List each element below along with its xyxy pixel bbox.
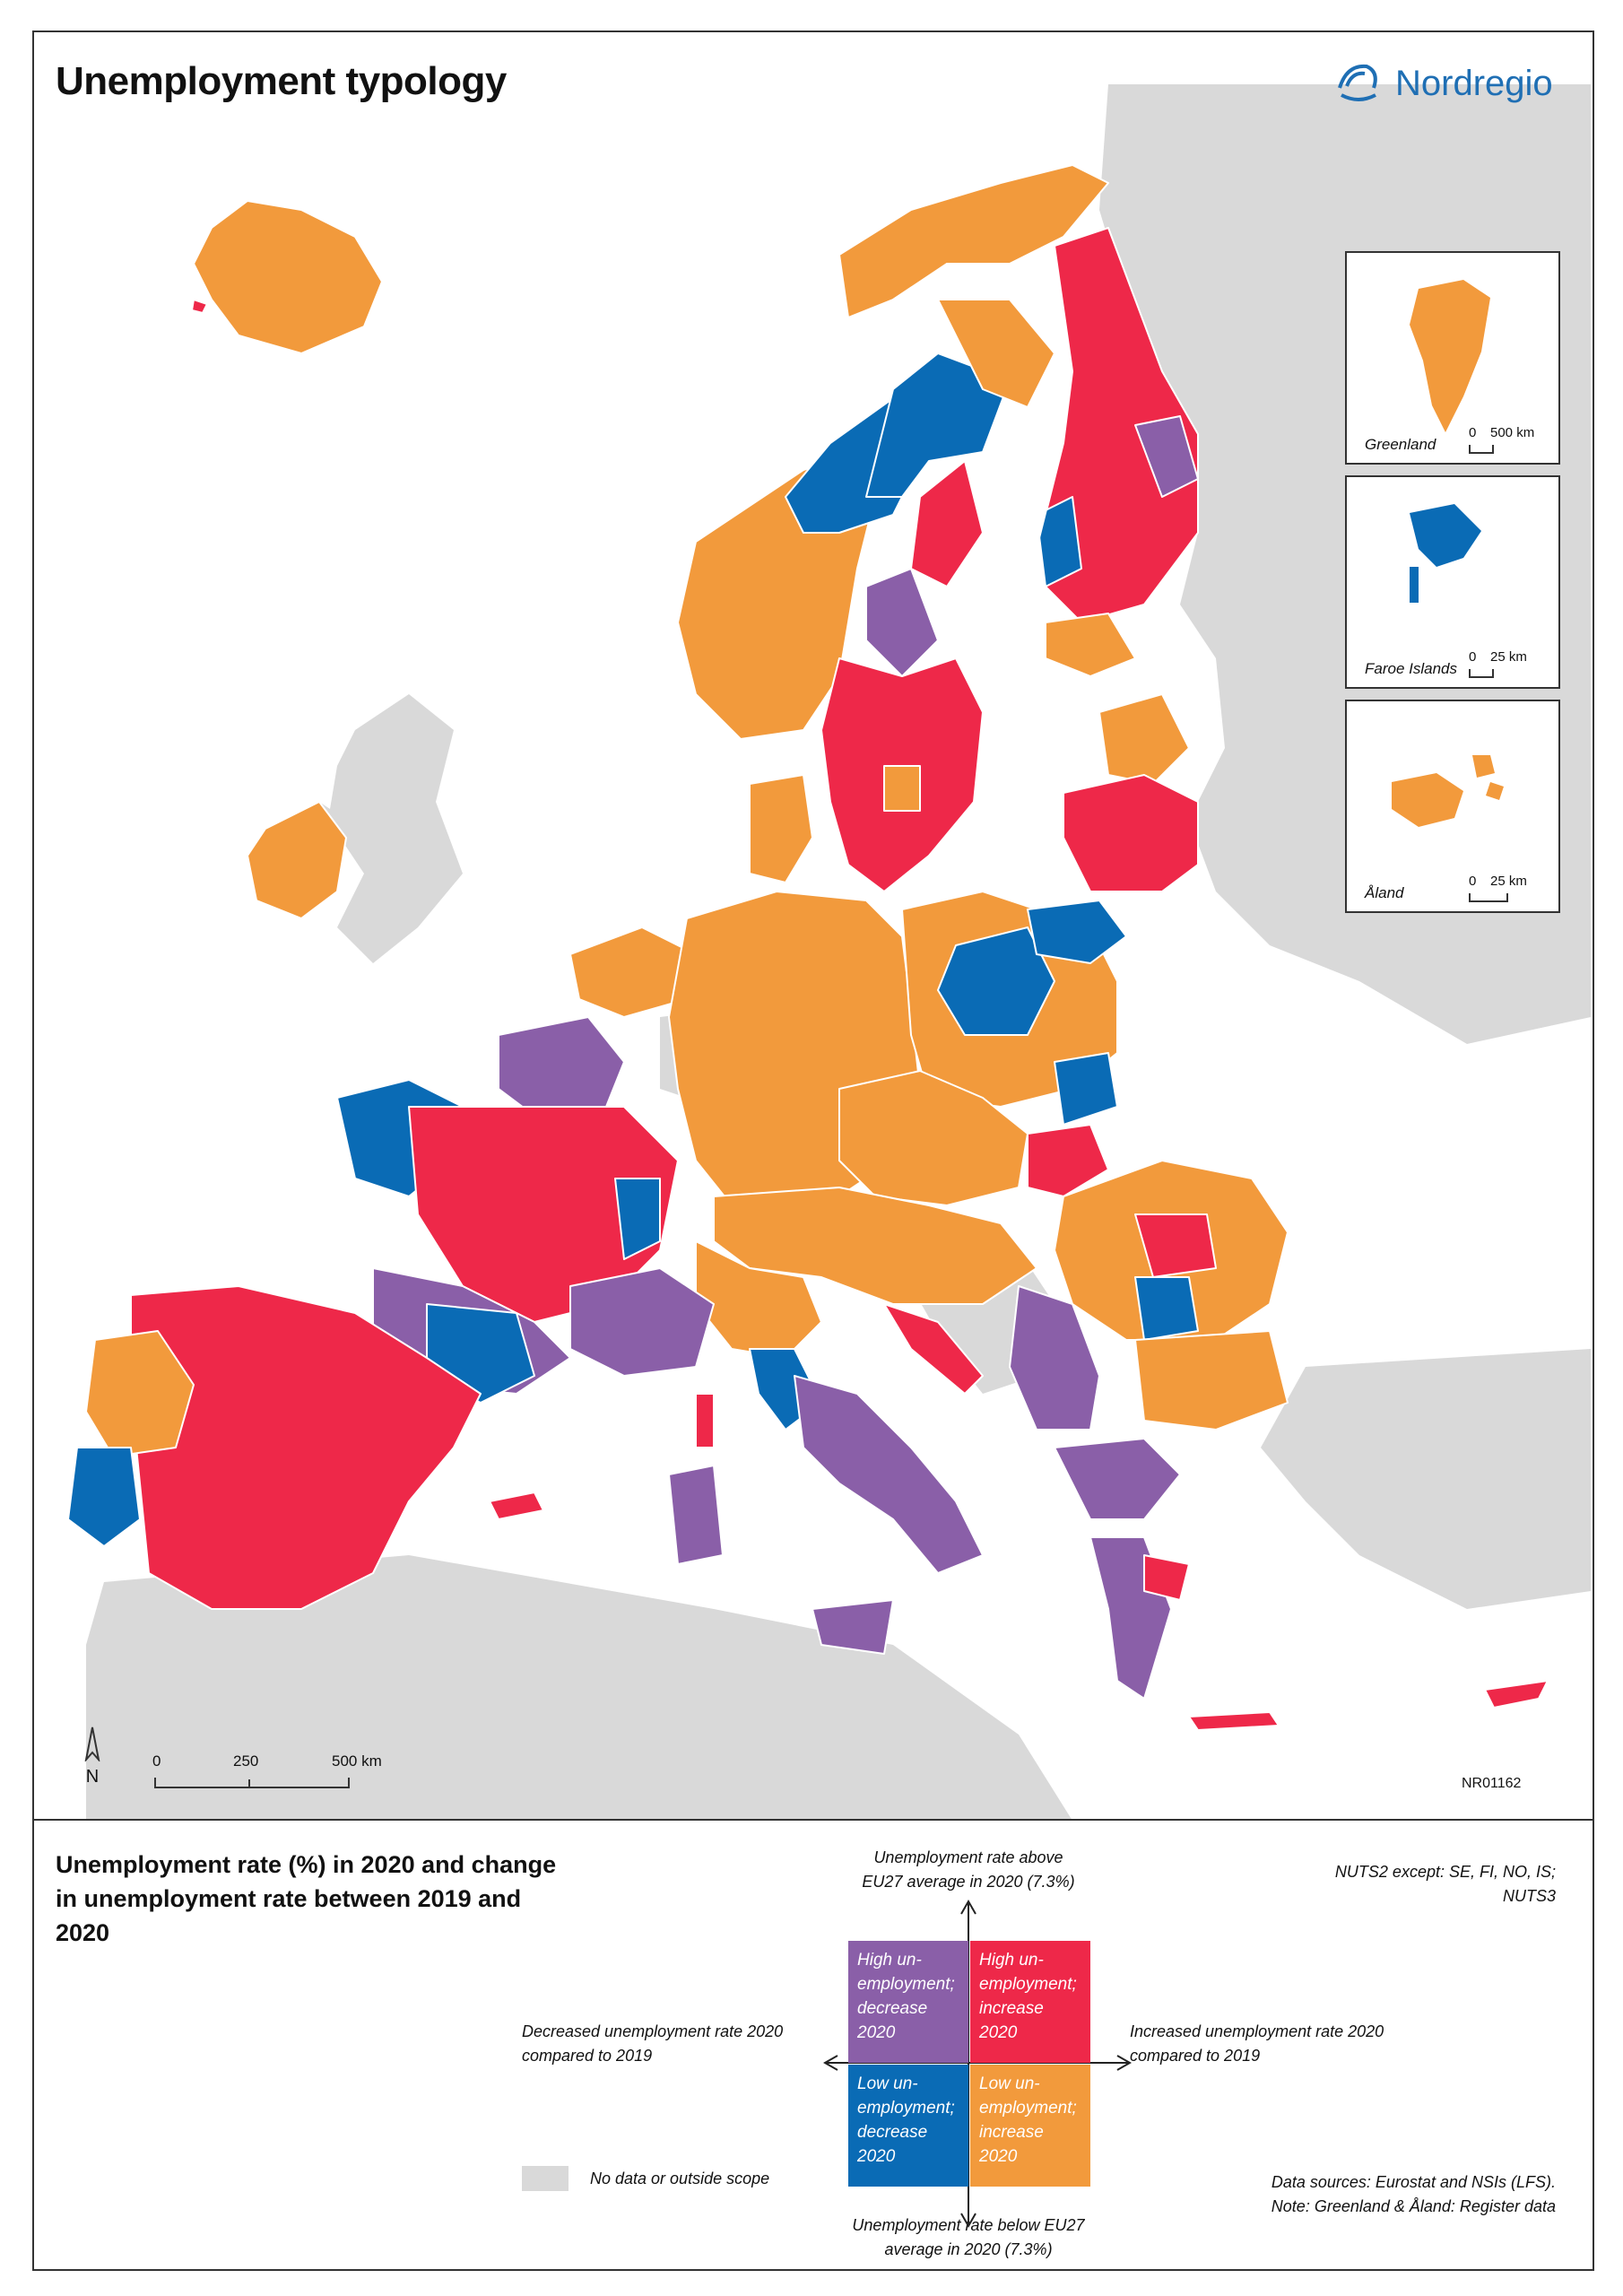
region-cyprus bbox=[1484, 1680, 1549, 1709]
region-portugal-blue bbox=[67, 1447, 141, 1547]
region-greece-north bbox=[1054, 1438, 1181, 1520]
inset-scale-aland: 0 25 km bbox=[1469, 874, 1535, 902]
region-france-east-blue bbox=[614, 1178, 661, 1260]
inset-label-faroe: Faroe Islands bbox=[1365, 660, 1457, 677]
greenland-shape bbox=[1410, 280, 1490, 432]
region-romania-red bbox=[1134, 1213, 1217, 1278]
inset-scale-zero: 0 bbox=[1469, 649, 1477, 665]
region-sweden-north bbox=[865, 352, 1011, 498]
scale-tick-0: 0 bbox=[152, 1752, 161, 1770]
region-balearic bbox=[489, 1492, 544, 1520]
legend-title: Unemployment rate (%) in 2020 and change… bbox=[56, 1851, 557, 1946]
no-data-legend: No data or outside scope bbox=[522, 2166, 769, 2191]
region-poland-blue2 bbox=[1027, 900, 1127, 964]
region-sweden-mid bbox=[910, 460, 984, 587]
no-data-label: No data or outside scope bbox=[590, 2169, 770, 2187]
region-serbia-area bbox=[1009, 1285, 1100, 1431]
region-czech-slovakia bbox=[838, 1070, 1028, 1206]
region-denmark bbox=[749, 774, 813, 883]
region-austria-hungary bbox=[713, 1187, 1037, 1305]
region-sicily bbox=[812, 1599, 894, 1655]
region-iceland-capital bbox=[191, 299, 208, 314]
region-greece-red bbox=[1143, 1554, 1190, 1601]
region-france-southeast bbox=[569, 1267, 715, 1377]
region-sweden-south-orange bbox=[883, 765, 921, 812]
region-france-north bbox=[498, 1016, 625, 1117]
regions bbox=[67, 164, 1549, 1731]
region-italy-south bbox=[794, 1375, 984, 1574]
map-scale-bar: 0 250 500 km bbox=[152, 1752, 395, 1797]
inset-scale-faroe: 0 25 km bbox=[1469, 649, 1535, 678]
region-finland-north bbox=[1045, 227, 1199, 623]
nordregio-logo-icon bbox=[1338, 64, 1377, 101]
legend-divider bbox=[32, 1819, 1593, 1821]
region-bulgaria bbox=[1134, 1330, 1289, 1431]
aland-shape bbox=[1392, 755, 1504, 827]
inset-scale-zero: 0 bbox=[1469, 425, 1477, 440]
region-finland-west bbox=[1036, 496, 1082, 587]
scale-mid-tick bbox=[248, 1779, 250, 1787]
inset-scale-bar bbox=[1469, 669, 1494, 678]
inset-scale-end: 25 km bbox=[1490, 874, 1527, 889]
region-crete bbox=[1188, 1711, 1280, 1731]
region-iceland bbox=[193, 200, 383, 354]
region-sweden-north2 bbox=[937, 299, 1055, 408]
inset-scale-bar bbox=[1469, 445, 1494, 454]
axis-left-label: Decreased unemployment rate 2020 compare… bbox=[522, 2022, 784, 2065]
inset-faroe-islands: Faroe Islands 0 25 km bbox=[1345, 475, 1560, 689]
nordregio-logo: Nordregio bbox=[1334, 59, 1553, 108]
nordregio-logo-text: Nordregio bbox=[1395, 63, 1553, 103]
region-spain-northwest bbox=[85, 1330, 195, 1457]
region-corsica bbox=[695, 1393, 715, 1448]
region-poland-blue1 bbox=[937, 926, 1055, 1036]
no-data-swatch bbox=[522, 2166, 568, 2191]
inset-greenland: Greenland 0 500 km bbox=[1345, 251, 1560, 465]
scale-tick-500: 500 km bbox=[332, 1752, 382, 1770]
region-estonia bbox=[1098, 693, 1190, 785]
map-title: Unemployment typology bbox=[56, 59, 507, 103]
legend-axes bbox=[822, 1899, 1133, 2229]
baltic-sea bbox=[964, 424, 1055, 714]
axis-top-label: Unemployment rate above EU27 average in … bbox=[862, 1848, 1075, 1891]
inset-scale-end: 25 km bbox=[1490, 649, 1527, 665]
data-sources: Data sources: Eurostat and NSIs (LFS). N… bbox=[1271, 2173, 1556, 2215]
inset-label-greenland: Greenland bbox=[1365, 436, 1436, 453]
nuts-note: NUTS2 except: SE, FI, NO, IS; NUTS3 bbox=[1334, 1863, 1556, 1905]
map-code: NR01162 bbox=[1462, 1776, 1522, 1791]
region-slovakia-east bbox=[1027, 1124, 1109, 1197]
inset-scale-greenland: 0 500 km bbox=[1469, 425, 1535, 454]
inset-scale-bar bbox=[1469, 893, 1508, 902]
region-sweden-mid2 bbox=[865, 568, 939, 677]
region-finland-south bbox=[1045, 613, 1136, 677]
axis-right-label: Increased unemployment rate 2020 compare… bbox=[1130, 2022, 1384, 2065]
region-poland-blue3 bbox=[1054, 1052, 1118, 1126]
region-norway-north bbox=[838, 164, 1109, 318]
region-latvia-lithuania bbox=[1063, 774, 1199, 892]
north-label: N bbox=[85, 1767, 100, 1787]
region-finland-east bbox=[1134, 415, 1199, 498]
inset-scale-zero: 0 bbox=[1469, 874, 1477, 889]
north-arrow: N bbox=[79, 1726, 106, 1787]
inset-scale-end: 500 km bbox=[1490, 425, 1535, 440]
region-sardinia bbox=[668, 1465, 724, 1565]
quadrant-low-increase: Low un- employment; increase 2020 bbox=[970, 2065, 1090, 2187]
quadrant-high-decrease: High un- employment; decrease 2020 bbox=[848, 1941, 968, 2063]
north-arrow-icon bbox=[84, 1726, 100, 1763]
region-spain bbox=[130, 1285, 482, 1610]
region-croatia bbox=[883, 1303, 984, 1395]
scale-line bbox=[154, 1778, 350, 1788]
region-ireland bbox=[247, 801, 347, 919]
quadrant-high-increase: High un- employment; increase 2020 bbox=[970, 1941, 1090, 2063]
faroe-shape bbox=[1410, 504, 1481, 603]
inset-label-aland: Åland bbox=[1365, 884, 1404, 901]
inset-aland: Åland 0 25 km bbox=[1345, 700, 1560, 913]
quadrant-low-decrease: Low un- employment; decrease 2020 bbox=[848, 2065, 968, 2187]
region-romania-blue bbox=[1134, 1276, 1199, 1341]
scale-tick-250: 250 bbox=[233, 1752, 259, 1770]
